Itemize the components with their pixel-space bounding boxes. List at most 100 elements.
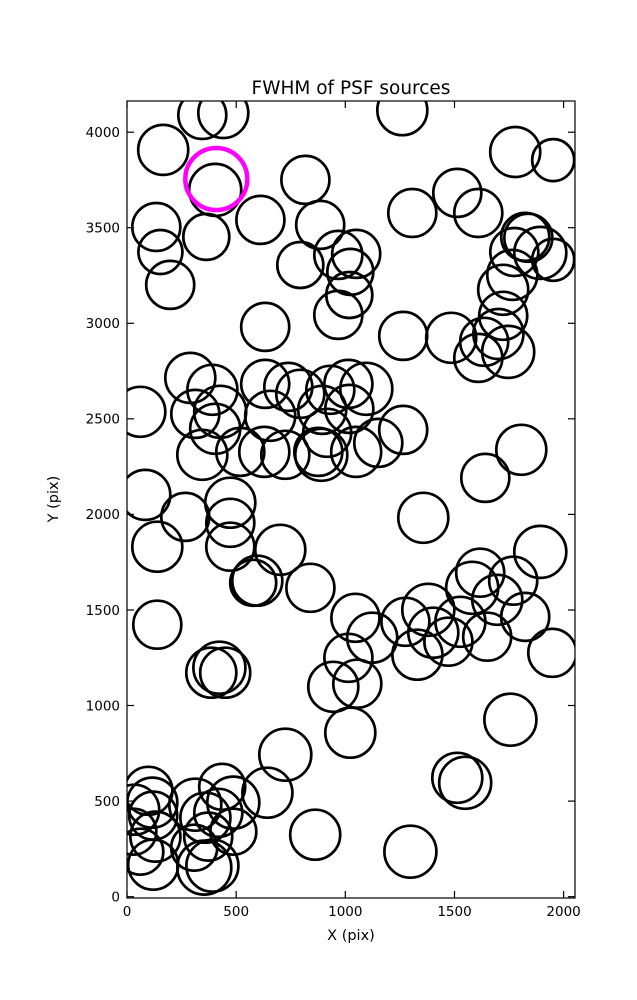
psf-source-circle: [197, 762, 247, 812]
x-axis-label: X (pix): [327, 928, 375, 944]
psf-source-circle: [144, 259, 196, 311]
psf-source-circle: [483, 692, 538, 748]
psf-source-circle: [377, 404, 429, 456]
x-tick-label: 0: [123, 904, 132, 920]
psf-source-circle: [444, 560, 500, 616]
psf-source-circle: [530, 137, 575, 183]
psf-source-circle: [205, 775, 261, 830]
psf-source-circle: [127, 807, 158, 857]
psf-source-circle: [280, 154, 331, 206]
psf-source-circle: [306, 660, 360, 714]
psf-source-circle: [424, 311, 478, 365]
axes-layer: 0 500 1000 1500 2000 0 500 1000 1500 2000 2500 3000…: [86, 100, 581, 920]
psf-source-circle: [459, 452, 511, 504]
y-tick-label: 3000: [86, 316, 120, 332]
psf-source-circle: [391, 628, 444, 682]
psf-source-circle: [400, 582, 456, 638]
psf-source-circle: [396, 491, 450, 545]
psf-source-circle: [338, 361, 394, 417]
psf-source-circle: [131, 599, 183, 651]
y-tick-label: 2500: [86, 412, 120, 428]
psf-source-circle: [196, 101, 250, 140]
y-axis-label: Y (pix): [46, 476, 62, 524]
axes-box: [126, 100, 576, 899]
psf-source-circle: [430, 751, 484, 805]
psf-source-circle: [323, 706, 377, 760]
psf-source-circle: [184, 646, 238, 700]
psf-source-circle: [330, 228, 382, 280]
psf-source-circle: [499, 211, 551, 263]
psf-source-circle: [127, 468, 172, 522]
psf-source-circle: [431, 167, 483, 219]
psf-source-circle: [423, 616, 474, 668]
psf-source-circle: [480, 324, 536, 380]
psf-source-circle: [288, 808, 342, 862]
psf-source-circle: [312, 289, 364, 341]
psf-source-circle: [130, 201, 182, 253]
psf-source-circle: [127, 783, 161, 837]
psf-sources-layer: [127, 101, 575, 896]
psf-source-circle: [323, 632, 374, 684]
y-tick-label: 2000: [86, 507, 120, 523]
psf-source-circle: [293, 427, 349, 483]
psf-source-circle: [377, 310, 429, 362]
psf-source-circle: [167, 777, 223, 833]
psf-source-circle: [285, 562, 336, 614]
psf-source-circle: [494, 423, 548, 477]
psf-source-circle: [204, 497, 256, 549]
x-tick-label: 1000: [328, 904, 362, 920]
psf-source-circle: [383, 824, 438, 880]
y-tick-label: 500: [94, 794, 120, 810]
psf-source-circle: [169, 388, 221, 440]
psf-source-circle: [235, 194, 286, 246]
psf-source-circle: [296, 384, 348, 436]
psf-source-circle: [386, 187, 438, 239]
psf-source-circle: [512, 524, 568, 580]
x-tick-label: 1500: [437, 904, 471, 920]
chart-title: FWHM of PSF sources: [252, 78, 451, 99]
psf-source-circle: [130, 520, 184, 574]
psf-source-circle: [241, 766, 294, 820]
y-tick-label: 1500: [86, 603, 120, 619]
psf-source-circle: [330, 592, 381, 644]
psf-source-circle: [477, 290, 529, 342]
highlighted-psf-source-circle: [183, 145, 250, 213]
psf-source-circle: [312, 229, 364, 281]
y-tick-label: 0: [111, 890, 120, 906]
psf-source-circle: [185, 838, 240, 894]
psf-source-circle: [499, 591, 551, 643]
y-tick-label: 3500: [86, 221, 120, 237]
psf-source-circle: [192, 640, 247, 696]
psf-source-circle: [275, 240, 325, 290]
psf-source-circle: [434, 595, 487, 649]
psf-source-circle: [176, 101, 228, 141]
psf-source-circle: [257, 727, 313, 783]
psf-source-circle: [243, 389, 297, 443]
psf-source-circle: [259, 429, 311, 481]
psf-source-circle: [127, 827, 165, 877]
psf-source-circle: [461, 611, 513, 663]
psf-source-circle: [186, 363, 239, 417]
psf-source-circle: [530, 237, 575, 283]
psf-source-circle: [294, 199, 346, 251]
psf-source-circle: [239, 301, 291, 353]
psf-source-circle: [129, 810, 182, 863]
psf-source-circle: [181, 212, 231, 262]
psf-source-circle: [352, 417, 404, 469]
psf-source-circle: [304, 364, 356, 416]
psf-source-circle: [208, 807, 258, 857]
psf-source-circle: [329, 425, 383, 479]
psf-source-circle: [452, 187, 504, 239]
x-tick-label: 500: [223, 904, 249, 920]
psf-source-circle: [488, 226, 540, 278]
y-tick-label: 1000: [86, 698, 120, 714]
psf-source-circle: [230, 554, 284, 608]
psf-source-circle: [452, 332, 504, 384]
psf-source-circle: [137, 228, 184, 276]
psf-source-circle: [488, 125, 542, 179]
psf-source-circle: [214, 426, 266, 478]
psf-source-circle: [512, 225, 568, 281]
psf-source-circle: [203, 476, 257, 530]
